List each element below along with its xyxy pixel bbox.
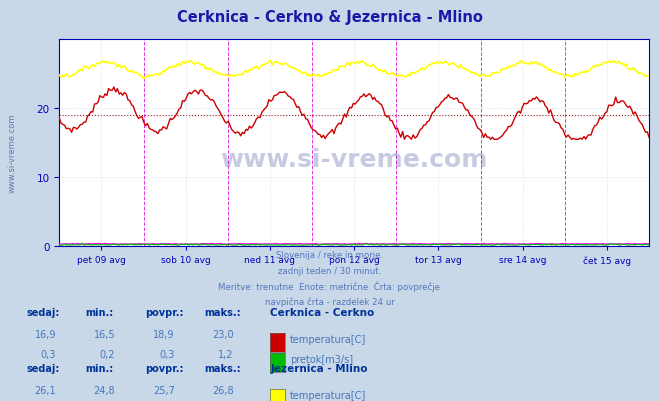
Text: 0,3: 0,3 <box>159 349 175 359</box>
Text: Slovenija / reke in morje.: Slovenija / reke in morje. <box>276 251 383 259</box>
Text: 26,1: 26,1 <box>34 385 56 395</box>
Text: pretok[m3/s]: pretok[m3/s] <box>290 354 353 364</box>
Text: temperatura[C]: temperatura[C] <box>290 334 366 344</box>
Text: Jezernica - Mlino: Jezernica - Mlino <box>270 363 368 373</box>
Text: min.:: min.: <box>86 363 114 373</box>
Text: min.:: min.: <box>86 307 114 317</box>
Text: 25,7: 25,7 <box>153 385 175 395</box>
Text: navpična črta - razdelek 24 ur: navpična črta - razdelek 24 ur <box>264 296 395 306</box>
Text: sedaj:: sedaj: <box>26 307 60 317</box>
Text: Cerknica - Cerkno & Jezernica - Mlino: Cerknica - Cerkno & Jezernica - Mlino <box>177 10 482 25</box>
Text: sedaj:: sedaj: <box>26 363 60 373</box>
Text: Meritve: trenutne  Enote: metrične  Črta: povprečje: Meritve: trenutne Enote: metrične Črta: … <box>219 281 440 292</box>
Text: Cerknica - Cerkno: Cerknica - Cerkno <box>270 307 374 317</box>
Text: 18,9: 18,9 <box>153 329 175 339</box>
Text: zadnji teden / 30 minut.: zadnji teden / 30 minut. <box>278 266 381 275</box>
Text: maks.:: maks.: <box>204 363 241 373</box>
Text: 0,3: 0,3 <box>41 349 56 359</box>
Text: 16,5: 16,5 <box>94 329 115 339</box>
Text: maks.:: maks.: <box>204 307 241 317</box>
Text: 1,2: 1,2 <box>218 349 234 359</box>
Text: 23,0: 23,0 <box>212 329 234 339</box>
Text: 26,8: 26,8 <box>212 385 234 395</box>
Text: www.si-vreme.com: www.si-vreme.com <box>7 113 16 192</box>
Text: povpr.:: povpr.: <box>145 363 183 373</box>
Text: www.si-vreme.com: www.si-vreme.com <box>221 148 488 172</box>
Text: temperatura[C]: temperatura[C] <box>290 390 366 400</box>
Text: 16,9: 16,9 <box>34 329 56 339</box>
Text: povpr.:: povpr.: <box>145 307 183 317</box>
Text: 24,8: 24,8 <box>94 385 115 395</box>
Text: 0,2: 0,2 <box>100 349 115 359</box>
